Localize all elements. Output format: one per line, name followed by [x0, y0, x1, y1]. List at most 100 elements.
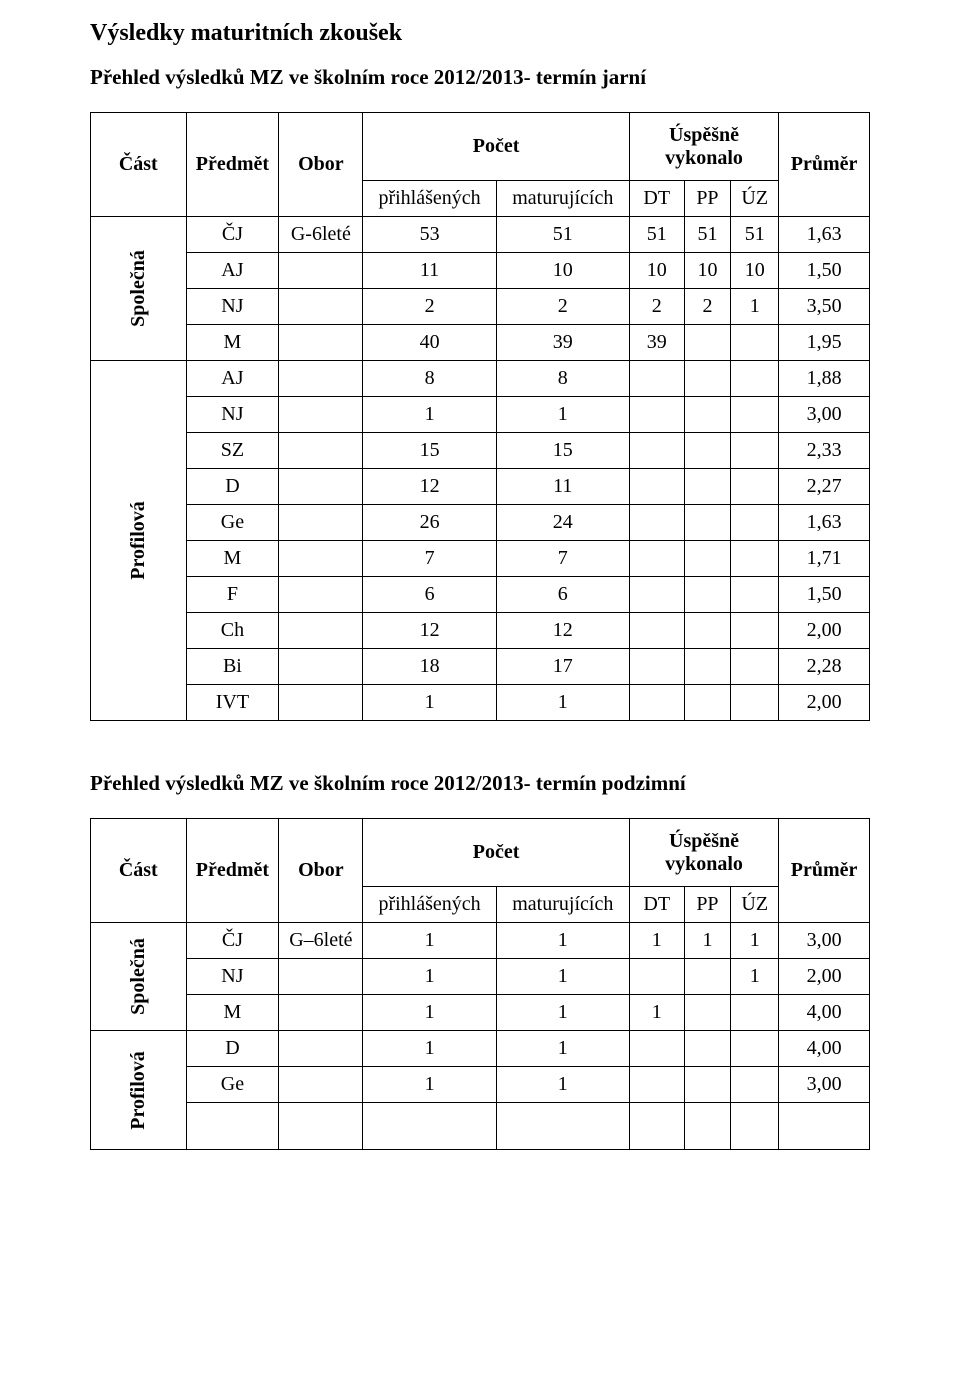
hdr-maturujicich: maturujících — [496, 181, 629, 217]
table-row: Profilová AJ 8 8 1,88 — [91, 361, 870, 397]
cell-obor — [279, 1103, 363, 1150]
hdr-prihlasenych: přihlášených — [363, 887, 496, 923]
cell-predmet: M — [186, 541, 279, 577]
cell-pp — [684, 1103, 731, 1150]
cell-dt — [629, 1031, 684, 1067]
part-spolecna: Společná — [91, 217, 187, 361]
cell-pp — [684, 649, 731, 685]
cell-dt — [629, 685, 684, 721]
cell-prih: 53 — [363, 217, 496, 253]
hdr-uz: ÚZ — [731, 181, 779, 217]
cell-pp — [684, 613, 731, 649]
cell-matur: 1 — [496, 1067, 629, 1103]
cell-matur: 6 — [496, 577, 629, 613]
cell-pp — [684, 685, 731, 721]
table-row: F 6 6 1,50 — [91, 577, 870, 613]
cell-prih: 1 — [363, 995, 496, 1031]
cell-obor — [279, 397, 363, 433]
table-header-row: Část Předmět Obor Počet Úspěšně vykonalo… — [91, 113, 870, 181]
subtitle-podzimni: Přehled výsledků MZ ve školním roce 2012… — [90, 771, 870, 796]
cell-predmet: ČJ — [186, 923, 279, 959]
cell-predmet: Ge — [186, 1067, 279, 1103]
cell-prumer: 1,50 — [779, 253, 870, 289]
cell-uz — [731, 995, 779, 1031]
cell-uz — [731, 1031, 779, 1067]
table-row: NJ 1 1 1 2,00 — [91, 959, 870, 995]
cell-predmet — [186, 1103, 279, 1150]
cell-dt — [629, 397, 684, 433]
cell-uz — [731, 1067, 779, 1103]
hdr-obor: Obor — [279, 819, 363, 923]
cell-predmet: ČJ — [186, 217, 279, 253]
cell-prumer: 3,00 — [779, 923, 870, 959]
cell-pp — [684, 1067, 731, 1103]
table-header-row: Část Předmět Obor Počet Úspěšně vykonalo… — [91, 819, 870, 887]
hdr-uz: ÚZ — [731, 887, 779, 923]
cell-matur: 24 — [496, 505, 629, 541]
cell-uz — [731, 613, 779, 649]
cell-dt — [629, 505, 684, 541]
table-row: AJ 11 10 10 10 10 1,50 — [91, 253, 870, 289]
cell-matur: 1 — [496, 995, 629, 1031]
cell-obor — [279, 289, 363, 325]
hdr-prumer: Průměr — [779, 819, 870, 923]
cell-prumer: 2,00 — [779, 685, 870, 721]
cell-matur: 7 — [496, 541, 629, 577]
table-row — [91, 1103, 870, 1150]
hdr-uspesne: Úspěšně vykonalo — [629, 819, 778, 887]
cell-prih: 26 — [363, 505, 496, 541]
cell-prih: 12 — [363, 469, 496, 505]
hdr-uspesne: Úspěšně vykonalo — [629, 113, 778, 181]
cell-dt — [629, 433, 684, 469]
table-row: M 7 7 1,71 — [91, 541, 870, 577]
cell-prih: 2 — [363, 289, 496, 325]
cell-matur: 51 — [496, 217, 629, 253]
cell-prumer: 3,00 — [779, 1067, 870, 1103]
cell-predmet: D — [186, 469, 279, 505]
cell-matur: 1 — [496, 397, 629, 433]
cell-prumer — [779, 1103, 870, 1150]
cell-dt: 39 — [629, 325, 684, 361]
cell-prih: 7 — [363, 541, 496, 577]
part-profilova: Profilová — [91, 361, 187, 721]
cell-predmet: NJ — [186, 397, 279, 433]
hdr-dt: DT — [629, 887, 684, 923]
page-title: Výsledky maturitních zkoušek — [90, 20, 870, 47]
part-profilova: Profilová — [91, 1031, 187, 1150]
cell-prumer: 3,50 — [779, 289, 870, 325]
table-row: Bi 18 17 2,28 — [91, 649, 870, 685]
table-podzimni: Část Předmět Obor Počet Úspěšně vykonalo… — [90, 818, 870, 1150]
cell-dt: 1 — [629, 923, 684, 959]
cell-predmet: Ge — [186, 505, 279, 541]
cell-pp: 2 — [684, 289, 731, 325]
cell-prih: 18 — [363, 649, 496, 685]
cell-pp — [684, 959, 731, 995]
cell-dt — [629, 577, 684, 613]
table-row: M 1 1 1 4,00 — [91, 995, 870, 1031]
cell-obor — [279, 995, 363, 1031]
cell-prumer: 3,00 — [779, 397, 870, 433]
cell-matur: 1 — [496, 685, 629, 721]
cell-prumer: 2,33 — [779, 433, 870, 469]
cell-predmet: AJ — [186, 253, 279, 289]
cell-dt — [629, 613, 684, 649]
cell-prumer: 4,00 — [779, 1031, 870, 1067]
cell-prih: 11 — [363, 253, 496, 289]
cell-prumer: 1,63 — [779, 505, 870, 541]
cell-obor: G–6leté — [279, 923, 363, 959]
cell-predmet: F — [186, 577, 279, 613]
cell-pp — [684, 325, 731, 361]
table-row: SZ 15 15 2,33 — [91, 433, 870, 469]
hdr-pp: PP — [684, 887, 731, 923]
cell-dt — [629, 1103, 684, 1150]
cell-predmet: M — [186, 995, 279, 1031]
cell-dt — [629, 649, 684, 685]
cell-obor — [279, 685, 363, 721]
cell-predmet: Ch — [186, 613, 279, 649]
cell-obor — [279, 469, 363, 505]
hdr-obor: Obor — [279, 113, 363, 217]
cell-obor — [279, 541, 363, 577]
cell-matur: 15 — [496, 433, 629, 469]
cell-uz — [731, 433, 779, 469]
cell-uz — [731, 649, 779, 685]
